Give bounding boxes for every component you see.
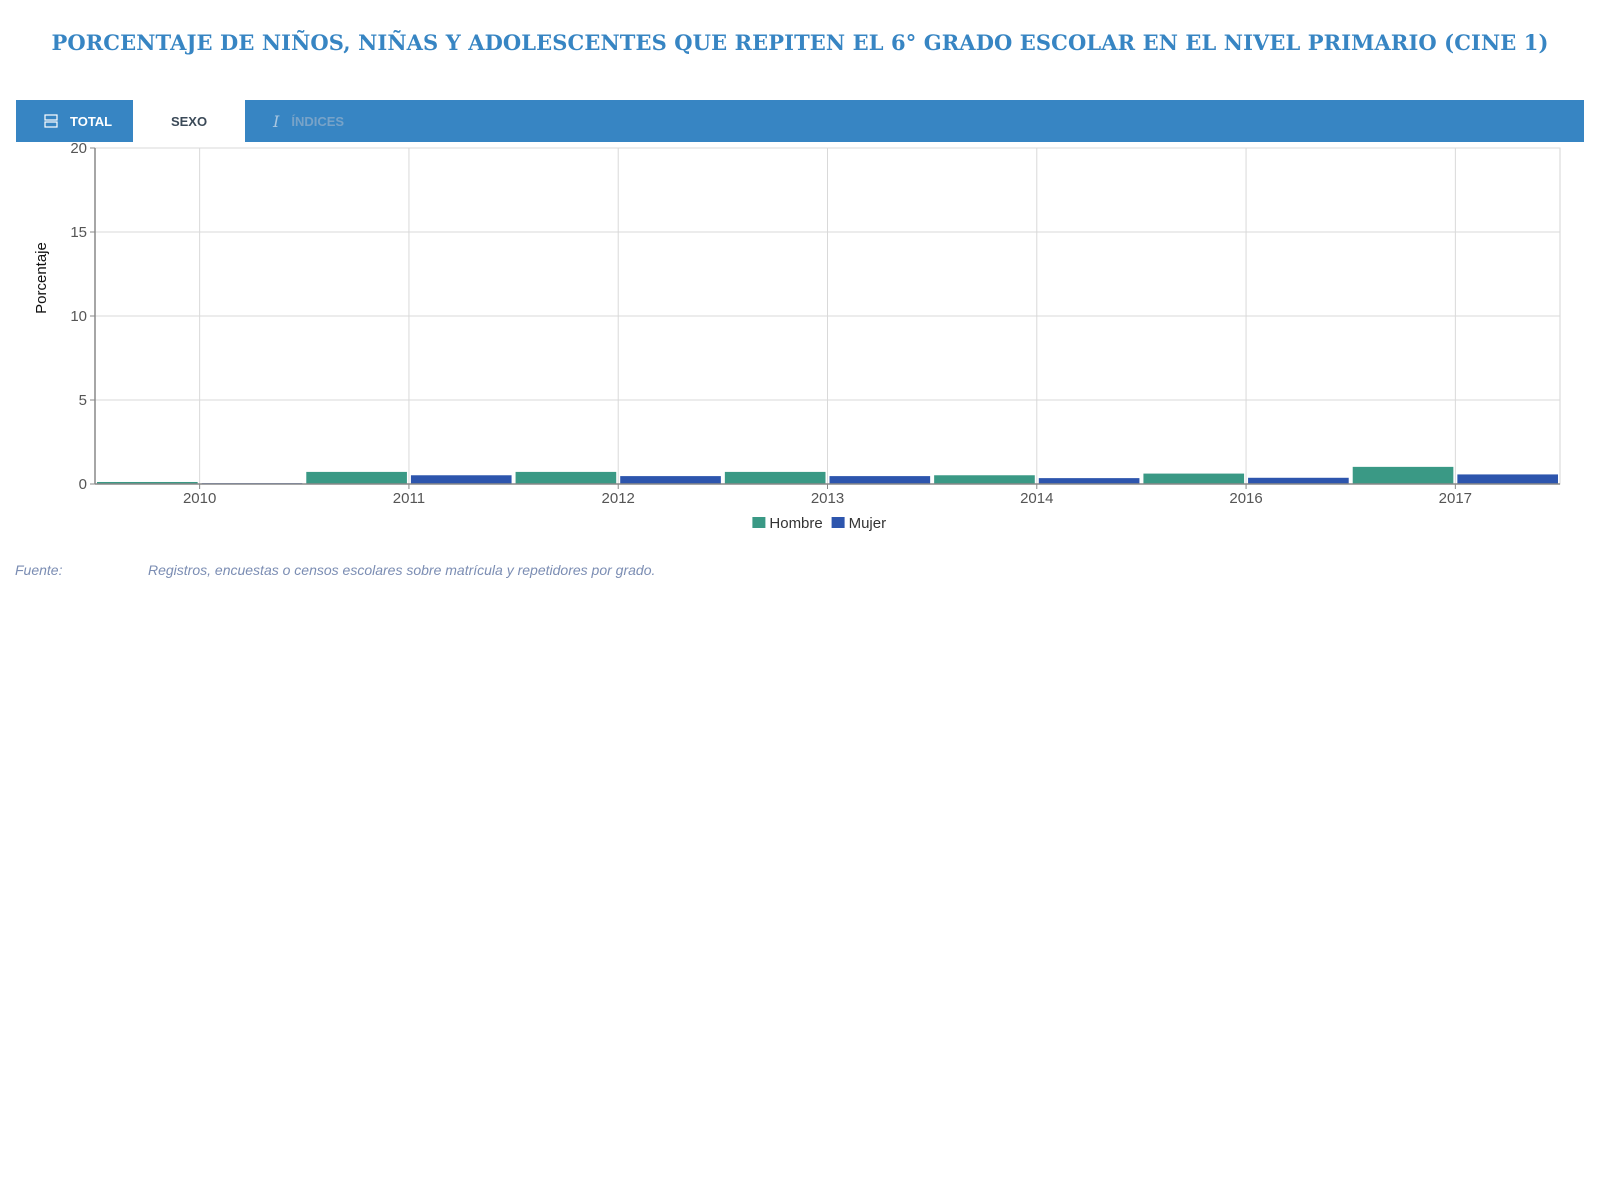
bar-hombre-2011[interactable]: [306, 471, 407, 484]
legend-label-mujer[interactable]: Mujer: [849, 515, 887, 532]
bar-mujer-2014[interactable]: [1038, 478, 1140, 484]
bar-chart: 0 5 10 15 20 2010 2011 2012 2013 2014 2016 2017 Por…: [33, 140, 1561, 532]
legend-label-hombre[interactable]: Hombre: [769, 515, 822, 532]
y-axis-label: Porcentaje: [33, 242, 50, 314]
tab-sexo[interactable]: SEXO: [133, 100, 245, 142]
y-tick-label: 5: [79, 392, 87, 409]
bar-hombre-2013[interactable]: [724, 471, 826, 484]
bar-hombre-2010[interactable]: [97, 481, 198, 484]
bar-hombre-2012[interactable]: [515, 471, 617, 484]
y-tick-label: 10: [70, 308, 87, 325]
source-label: Fuente:: [15, 562, 63, 578]
source-text: Registros, encuestas o censos escolares …: [148, 562, 656, 578]
bar-mujer-2011[interactable]: [410, 475, 512, 484]
chart-title: PORCENTAJE DE NIÑOS, NIÑAS Y ADOLESCENTE…: [51, 30, 1549, 55]
legend: Hombre Mujer: [752, 515, 886, 532]
x-tick-label: 2016: [1229, 490, 1262, 507]
x-tick-label: 2014: [1020, 490, 1053, 507]
x-tick-label: 2017: [1439, 490, 1472, 507]
bar-hombre-2014[interactable]: [934, 475, 1035, 484]
tab-indices-label: ÍNDICES: [291, 113, 345, 129]
bar-mujer-2016[interactable]: [1248, 477, 1349, 484]
bar-mujer-2013[interactable]: [829, 476, 931, 484]
axis-layer: 0 5 10 15 20 2010 2011 2012 2013 2014 2016 2017: [70, 140, 1560, 507]
tab-bar: TOTAL SEXO I ÍNDICES: [16, 100, 1584, 142]
list-icon: [44, 114, 58, 128]
bar-hombre-2016[interactable]: [1143, 473, 1245, 484]
legend-swatch-hombre: [752, 517, 766, 528]
legend-swatch-mujer: [831, 517, 845, 528]
grid-layer: [94, 147, 1561, 485]
bar-hombre-2017[interactable]: [1352, 466, 1454, 484]
tab-sexo-label: SEXO: [170, 113, 208, 129]
x-tick-label: 2011: [393, 490, 425, 507]
tab-total-label: TOTAL: [70, 113, 113, 129]
y-tick-label: 20: [70, 140, 87, 157]
tab-indices[interactable]: I ÍNDICES: [245, 100, 395, 142]
x-tick-label: 2013: [811, 490, 844, 507]
x-tick-label: 2012: [602, 490, 635, 507]
bar-mujer-2012[interactable]: [620, 476, 721, 484]
y-tick-label: 15: [70, 224, 87, 241]
y-tick-label: 0: [79, 476, 87, 493]
bar-mujer-2017[interactable]: [1457, 474, 1558, 484]
tab-total[interactable]: TOTAL: [16, 100, 133, 142]
x-tick-label: 2010: [183, 490, 216, 507]
italic-i-icon: I: [273, 111, 280, 131]
